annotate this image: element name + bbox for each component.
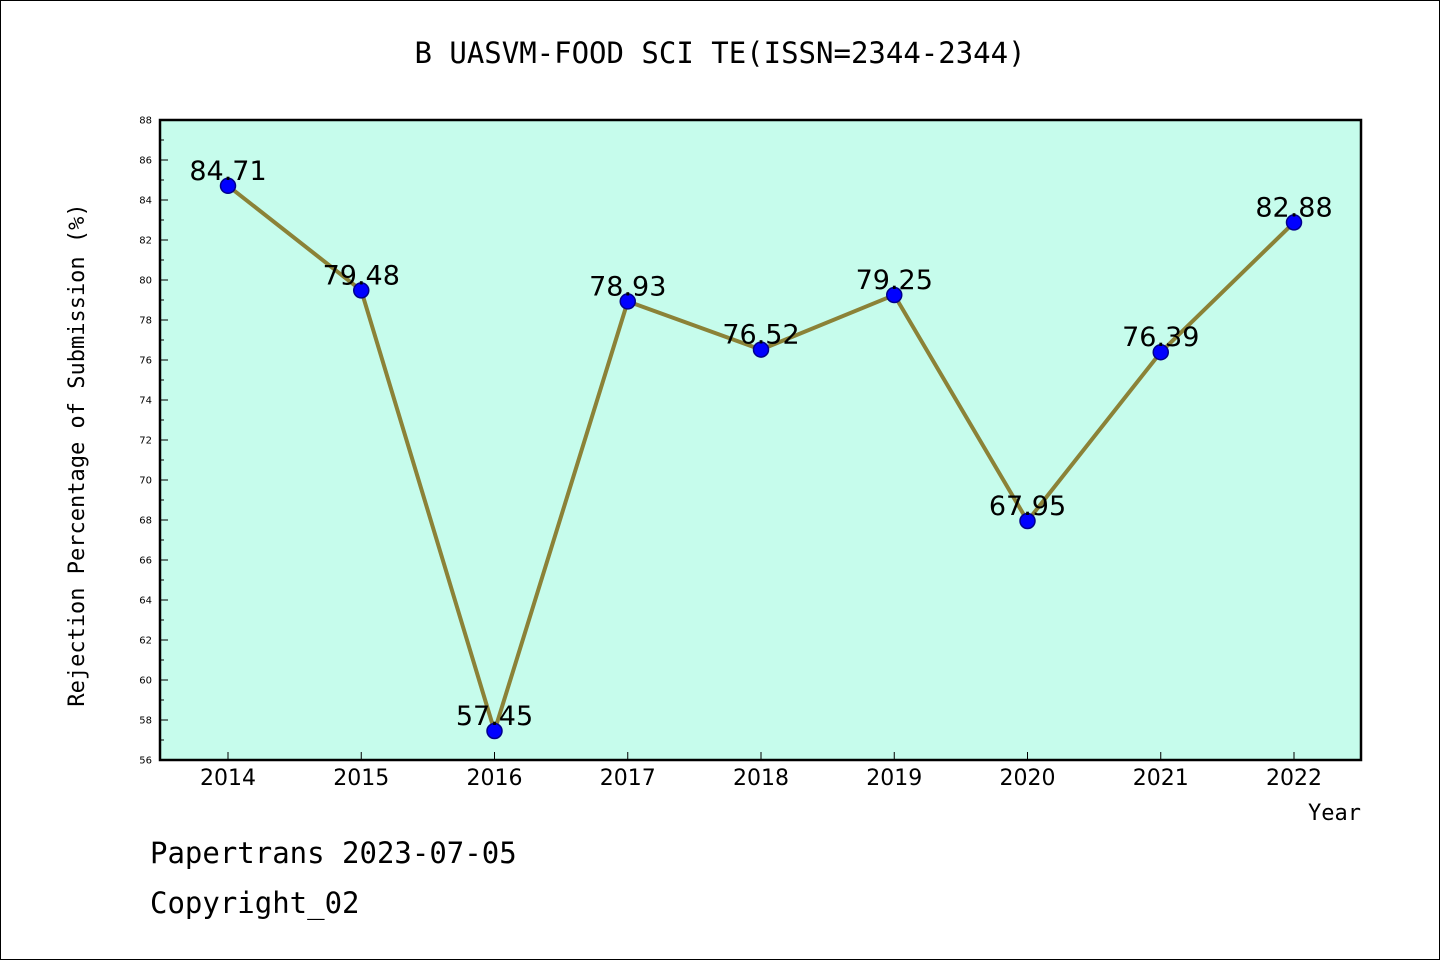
y-tick-label: 64 (139, 596, 152, 607)
y-tick-label: 84 (139, 196, 152, 207)
x-tick-label: 2015 (333, 766, 389, 791)
chart-title: B UASVM-FOOD SCI TE(ISSN=2344-2344) (414, 36, 1026, 70)
data-point-2014 (219, 177, 237, 195)
data-point-2015 (353, 282, 370, 299)
data-label-2014: 84.71 (189, 156, 266, 187)
y-tick-label: 76 (139, 356, 152, 367)
y-axis-label: Rejection Percentage of Submission (%) (65, 203, 90, 706)
y-tick-label: 74 (139, 396, 152, 407)
data-point-2020 (1019, 512, 1036, 530)
x-axis-label: Year (1308, 801, 1361, 826)
y-tick-label: 88 (139, 116, 152, 127)
footer-copyright: Copyright_02 (150, 886, 360, 920)
data-point-2019 (886, 286, 903, 304)
x-tick-label: 2018 (733, 766, 789, 791)
y-tick-label: 86 (139, 156, 152, 167)
y-tick-label: 80 (139, 276, 152, 287)
data-label-2015: 79.48 (323, 260, 400, 291)
data-label-2022: 82.88 (1255, 192, 1332, 223)
y-tick-label: 82 (139, 236, 152, 247)
y-tick-label: 60 (139, 676, 152, 687)
x-tick-label: 2022 (1266, 766, 1322, 791)
y-tick-label: 68 (139, 516, 152, 527)
data-point-2017 (619, 293, 636, 310)
y-tick-label: 62 (139, 636, 152, 647)
data-label-2021: 76.39 (1122, 322, 1199, 353)
plot-border (158, 118, 1363, 762)
y-tick-label: 56 (139, 756, 152, 767)
data-point-2021 (1152, 343, 1169, 361)
y-tick-label: 66 (139, 556, 152, 567)
x-tick-label: 2017 (600, 766, 656, 791)
data-label-2016: 57.45 (456, 701, 533, 732)
data-label-2020: 67.95 (989, 491, 1066, 522)
y-tick-label: 78 (139, 316, 152, 327)
y-tick-label: 70 (139, 476, 152, 487)
data-point-2016 (486, 722, 503, 740)
data-label-2017: 78.93 (589, 271, 666, 302)
x-tick-label: 2019 (866, 766, 922, 791)
data-label-2019: 79.25 (856, 265, 933, 296)
data-label-2018: 76.52 (722, 320, 799, 351)
x-tick-label: 2020 (1000, 766, 1056, 791)
y-tick-label: 58 (139, 716, 152, 727)
footer-date: Papertrans 2023-07-05 (150, 836, 517, 870)
x-tick-label: 2014 (200, 766, 256, 791)
data-point-2022 (1285, 214, 1303, 231)
data-point-2018 (752, 341, 770, 358)
x-tick-label: 2016 (467, 766, 523, 791)
x-tick-label: 2021 (1133, 766, 1189, 791)
plot-area (160, 120, 1361, 760)
y-tick-label: 72 (139, 436, 152, 447)
